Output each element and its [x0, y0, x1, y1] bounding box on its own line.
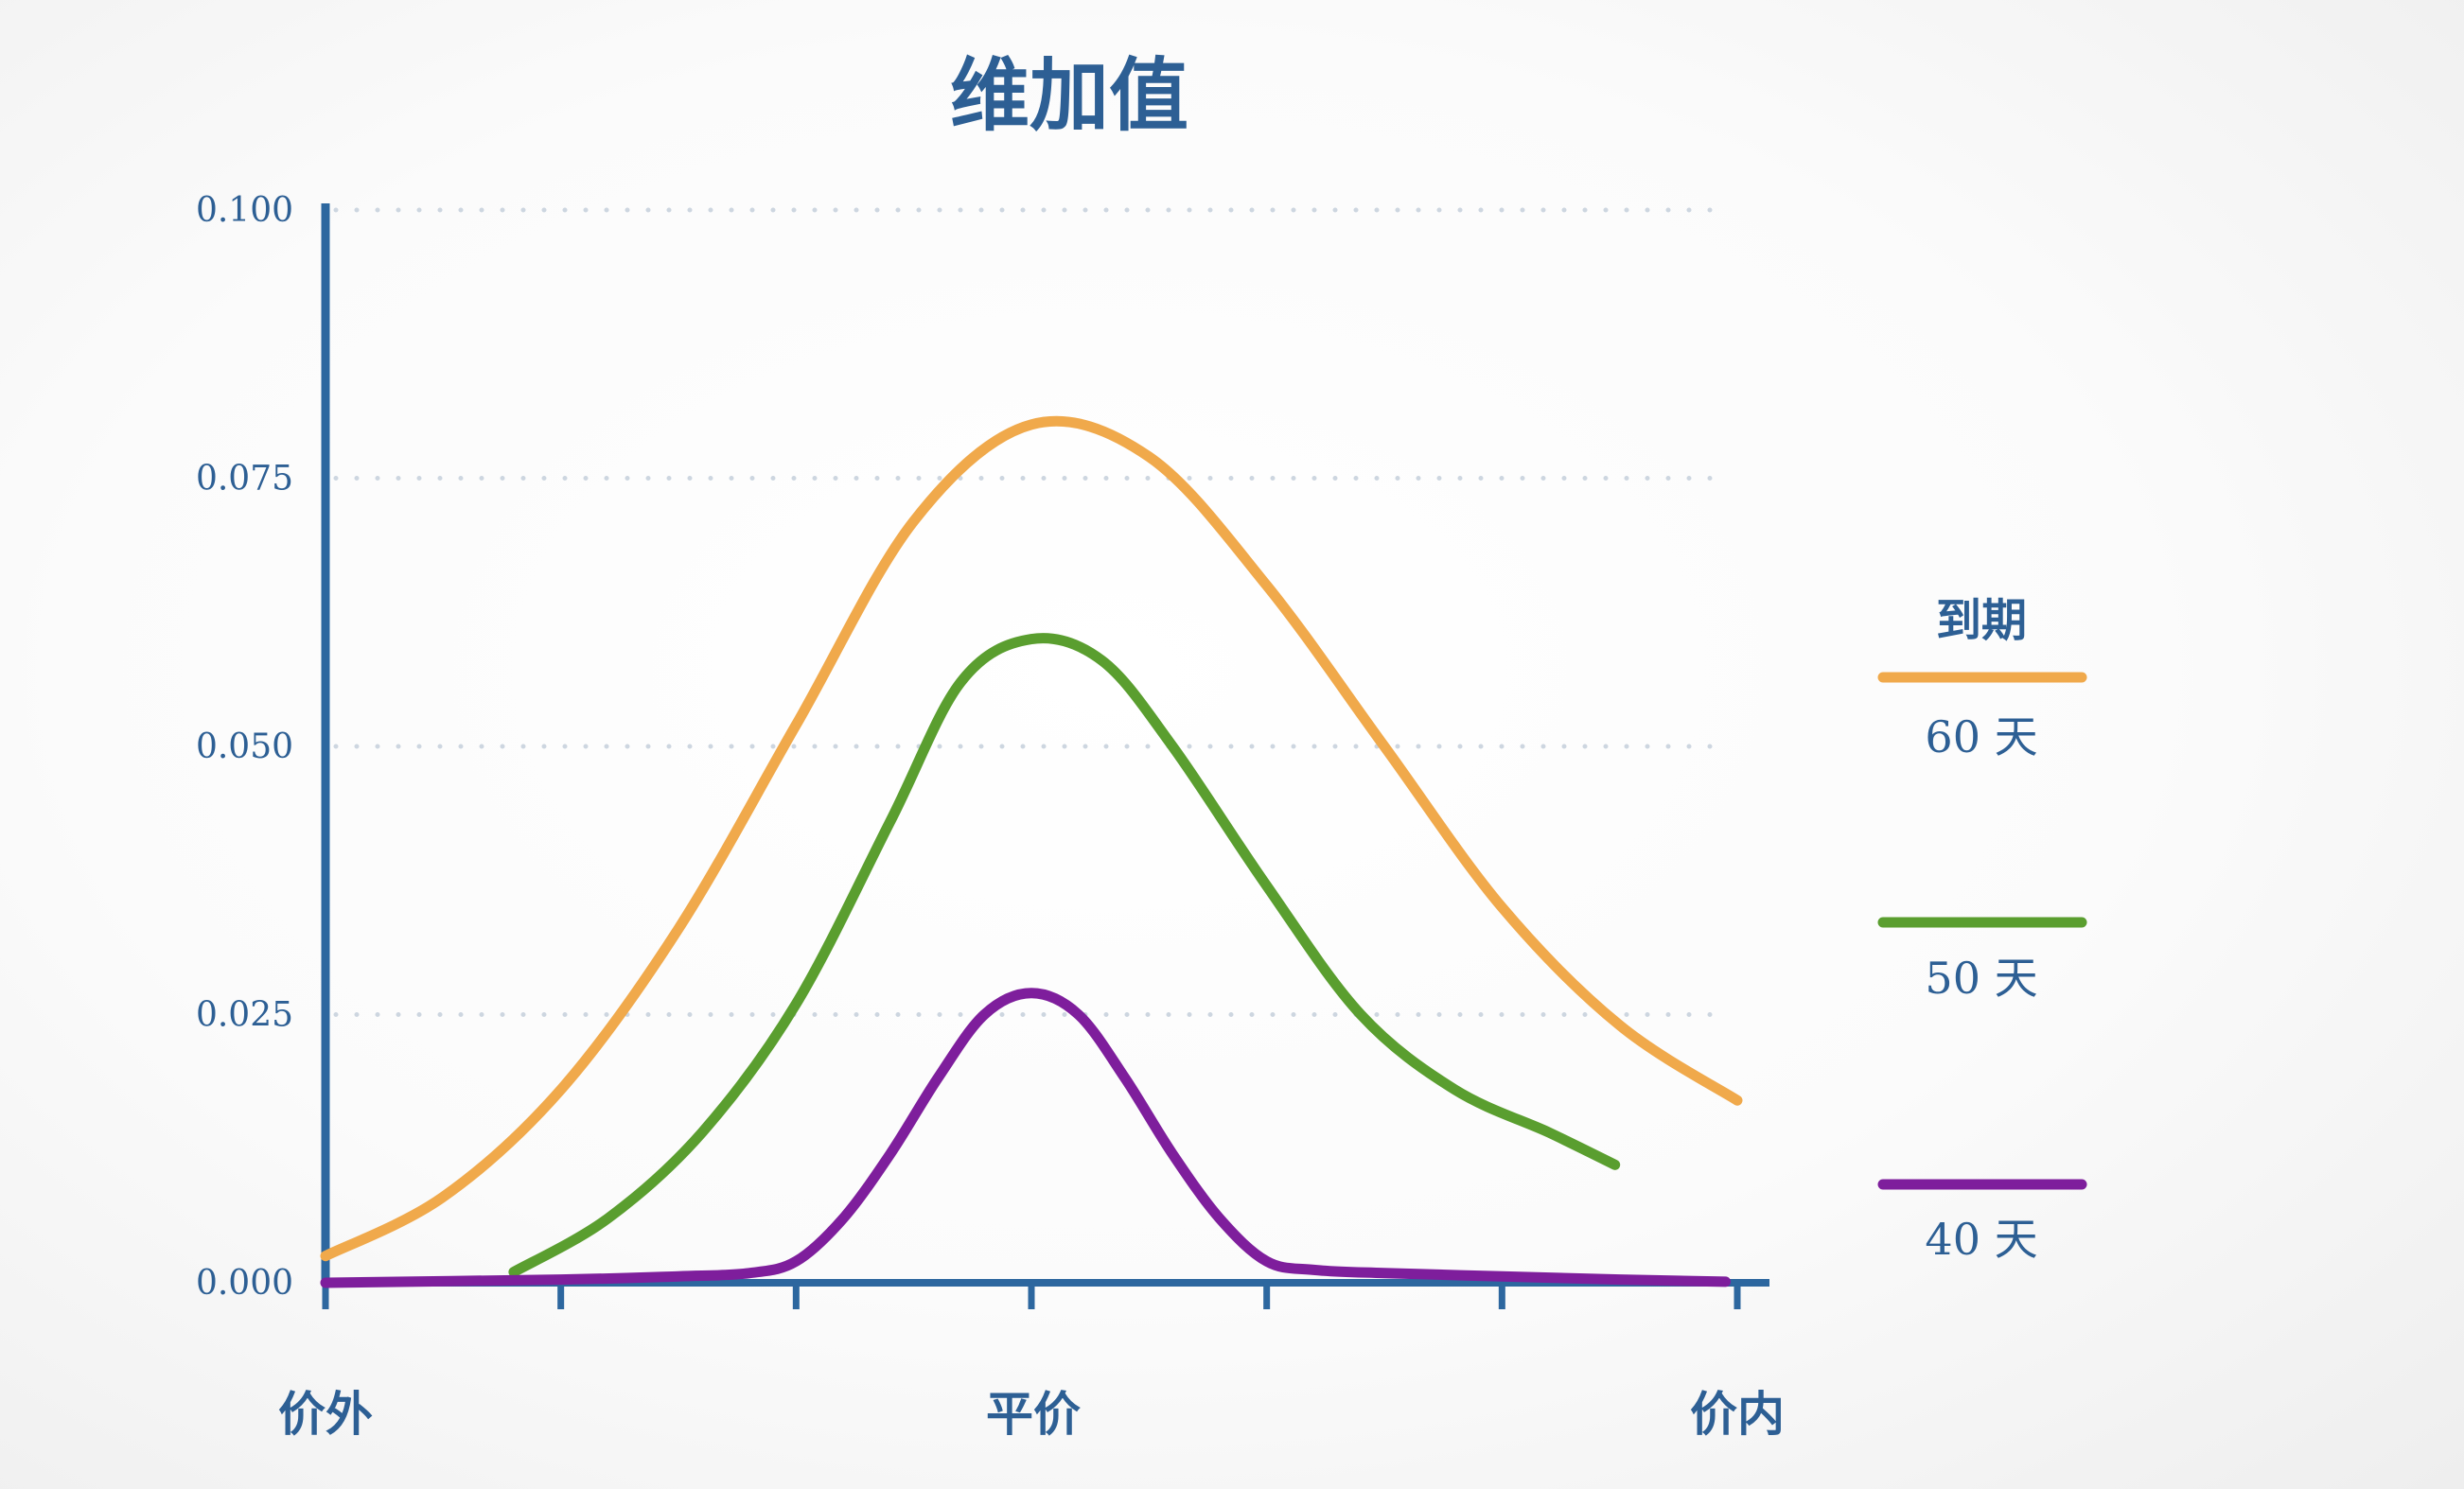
y-tick-labels: 0.000 0.025 0.050 0.075 0.100 [196, 191, 293, 1303]
series-lines [320, 415, 1743, 1288]
x-category-label-itm: 价内 [1690, 1387, 1785, 1442]
y-tick-label: 0.100 [196, 191, 293, 230]
x-category-label-otm: 价外 [278, 1387, 373, 1442]
y-tick-label: 0.025 [196, 996, 293, 1035]
x-category-label-atm: 平价 [986, 1387, 1081, 1442]
y-tick-label: 0.075 [196, 460, 293, 499]
y-tick-label: 0.000 [196, 1264, 293, 1303]
x-ticks [322, 1283, 1741, 1309]
legend-label-40-days: 40 天 [1925, 1214, 2037, 1265]
legend: 到期 60 天 50 天 40 天 [1877, 594, 2087, 1265]
series-line-50-days [508, 633, 1621, 1278]
legend-label-60-days: 60 天 [1925, 711, 2037, 762]
series-line-60-days [320, 415, 1743, 1262]
legend-title: 到期 [1936, 594, 2027, 647]
chart-title: 维加值 [950, 49, 1188, 142]
legend-label-50-days: 50 天 [1925, 953, 2037, 1004]
series-line-40-days [320, 988, 1732, 1288]
y-tick-label: 0.050 [196, 727, 293, 766]
grid-lines [333, 207, 1720, 1017]
